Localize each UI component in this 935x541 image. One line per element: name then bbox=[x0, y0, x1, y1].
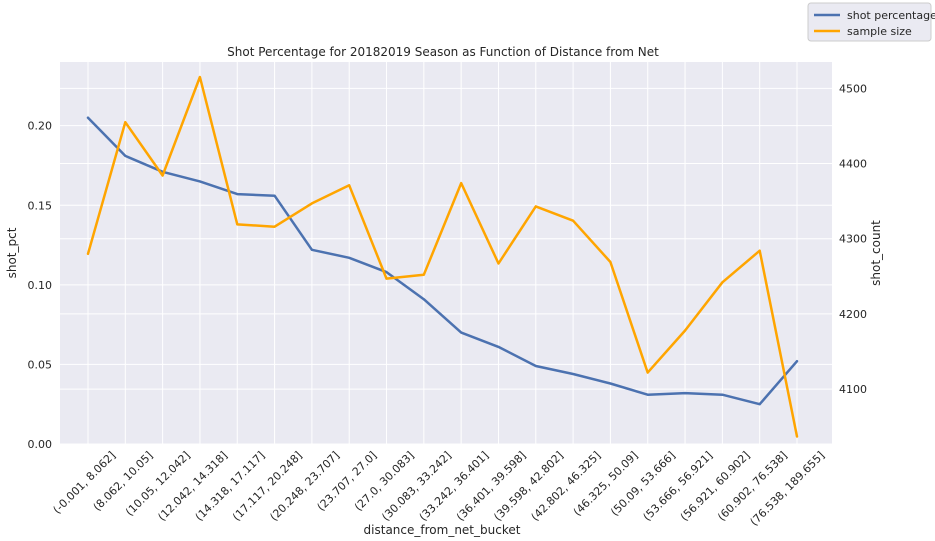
y-left-tick-label: 0.00 bbox=[28, 438, 53, 451]
y-right-tick-label: 4100 bbox=[839, 383, 867, 396]
x-tick-label: (60.902, 76.538] bbox=[715, 449, 790, 524]
x-tick-label: (-0.001, 8.062] bbox=[51, 449, 119, 517]
x-tick-label: (39.598, 42.802] bbox=[491, 449, 566, 524]
y-left-tick-label: 0.10 bbox=[28, 279, 53, 292]
series-lines bbox=[86, 75, 799, 438]
y-axis-label-left: shot_pct bbox=[5, 227, 19, 278]
y-right-tick-label: 4500 bbox=[839, 82, 867, 95]
y-left-tick-label: 0.20 bbox=[28, 120, 53, 133]
y-right-tick-labels: 4100 4200 4300 4400 4500 bbox=[839, 82, 867, 396]
x-tick-label: (42.802, 46.325] bbox=[529, 449, 604, 524]
x-tick-label: (14.318, 17.117] bbox=[193, 449, 268, 524]
x-tick-label: (50.09, 53.666] bbox=[608, 449, 678, 519]
y-left-tick-labels: 0.00 0.05 0.10 0.15 0.20 bbox=[28, 120, 53, 451]
y-left-tick-label: 0.05 bbox=[28, 358, 53, 371]
x-tick-label: (46.325, 50.09] bbox=[571, 449, 641, 519]
y-right-tick-label: 4200 bbox=[839, 308, 867, 321]
y-left-tick-label: 0.15 bbox=[28, 199, 53, 212]
x-tick-label: (56.921, 60.902] bbox=[678, 449, 753, 524]
y-right-tick-label: 4300 bbox=[839, 233, 867, 246]
legend-label-sample-size: sample size bbox=[847, 25, 912, 38]
y-axis-label-right: shot_count bbox=[869, 220, 883, 286]
x-axis-label: distance_from_net_bucket bbox=[364, 523, 521, 537]
x-tick-label: (12.042, 14.318] bbox=[155, 449, 230, 524]
x-tick-labels: (-0.001, 8.062](8.062, 10.05](10.05, 12.… bbox=[51, 449, 828, 529]
x-tick-label: (76.538, 189.655] bbox=[748, 449, 828, 529]
chart-title: Shot Percentage for 20182019 Season as F… bbox=[227, 45, 659, 59]
series-line-sample-size bbox=[86, 75, 799, 438]
x-tick-label: (20.248, 23.707] bbox=[267, 449, 342, 524]
legend-label-shot-percentage: shot percentage bbox=[847, 9, 935, 22]
x-tick-label: (30.083, 33.242] bbox=[379, 449, 454, 524]
x-tick-label: (10.05, 12.042] bbox=[123, 449, 193, 519]
legend: shot percentage sample size bbox=[807, 2, 935, 42]
y-right-tick-label: 4400 bbox=[839, 158, 867, 171]
grid-lines bbox=[60, 62, 832, 445]
plot-background bbox=[60, 62, 832, 444]
x-tick-label: (33.242, 36.401] bbox=[417, 449, 492, 524]
x-tick-label: (17.117, 20.248] bbox=[230, 449, 305, 524]
x-tick-label: (53.666, 56.921] bbox=[641, 449, 716, 524]
series-line-shot-percentage bbox=[86, 116, 799, 406]
x-tick-label: (36.401, 39.598] bbox=[454, 449, 529, 524]
